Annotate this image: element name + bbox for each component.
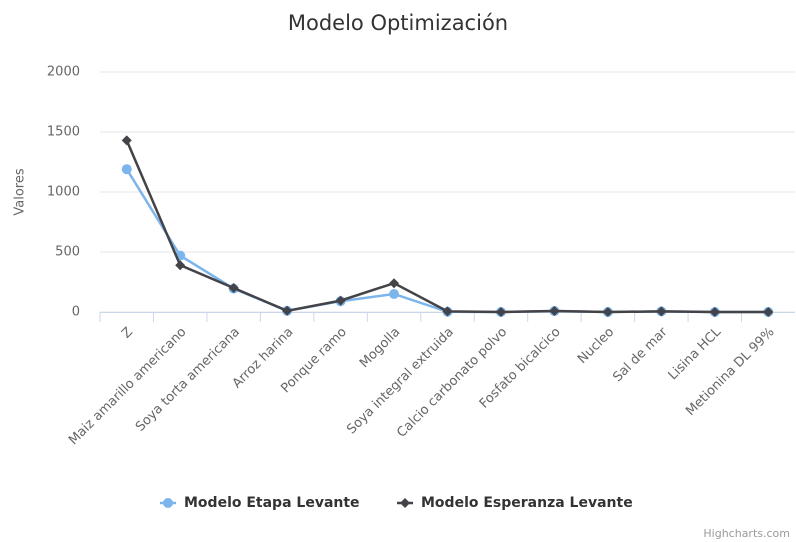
point (495, 307, 506, 317)
point (175, 260, 186, 271)
point (228, 283, 239, 293)
point (121, 135, 132, 146)
point (389, 278, 400, 289)
x-tick-label: Nucleo (575, 325, 617, 367)
x-tick-label: Metionina DL 99% (683, 325, 777, 419)
x-tick-label: Mogolla (357, 325, 403, 371)
legend-label: Modelo Etapa Levante (184, 495, 360, 511)
point (442, 306, 453, 317)
legend-label: Modelo Esperanza Levante (421, 495, 633, 511)
point (549, 306, 560, 317)
chart-title: Modelo Optimización (288, 11, 508, 35)
point (763, 307, 774, 317)
x-tick-label: Soya torta americana (133, 325, 243, 435)
point (121, 164, 132, 175)
x-tick-label: Soya integral extruida (344, 325, 457, 438)
y-axis-label: Valores (13, 168, 28, 215)
x-tick-label: Lisina HCL (666, 324, 725, 383)
point (282, 305, 293, 316)
y-tick-label: 2000 (47, 65, 80, 80)
line (125, 168, 769, 314)
point (163, 498, 173, 508)
point (709, 307, 720, 317)
credits: Highcharts.com (703, 527, 790, 540)
y-tick-label: 1000 (47, 185, 80, 200)
point (400, 498, 410, 508)
y-tick-label: 500 (55, 245, 80, 260)
x-tick-label: Z (119, 325, 136, 342)
y-tick-label: 1500 (47, 125, 80, 140)
point (389, 289, 400, 299)
x-tick-label: Calcio carbonato polvo (394, 325, 510, 441)
y-tick-label: 0 (72, 305, 80, 320)
point (335, 295, 346, 306)
point (656, 306, 667, 317)
x-tick-label: Sal de mar (610, 324, 671, 385)
line (125, 139, 769, 314)
point (602, 307, 613, 317)
